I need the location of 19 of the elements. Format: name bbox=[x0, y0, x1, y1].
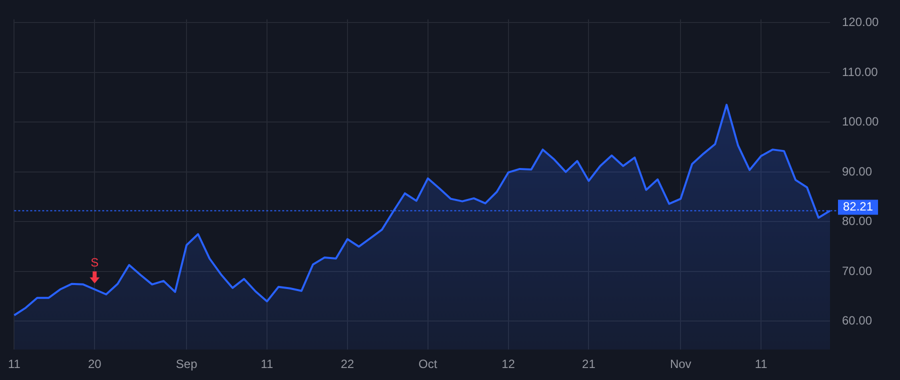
y-tick-label: 100.00 bbox=[842, 114, 880, 129]
ref-line-label: 82.21 bbox=[843, 200, 874, 214]
y-tick-label: 80.00 bbox=[842, 214, 872, 228]
x-tick-label: Sep bbox=[176, 357, 198, 372]
x-tick-label: Oct bbox=[418, 357, 438, 372]
y-tick-label: 70.00 bbox=[842, 264, 872, 278]
x-tick-label: Nov bbox=[670, 357, 692, 372]
x-tick-label: 11 bbox=[260, 357, 274, 372]
y-tick-label: 120.00 bbox=[842, 14, 880, 29]
annotation: S bbox=[90, 256, 99, 270]
x-tick-label: 22 bbox=[340, 357, 354, 372]
y-tick-label: 90.00 bbox=[842, 164, 872, 178]
y-tick-label: 110.00 bbox=[842, 64, 878, 79]
x-tick-label: 11 bbox=[754, 357, 768, 372]
x-tick-label: 21 bbox=[582, 357, 596, 372]
x-tick-label: 20 bbox=[88, 357, 102, 372]
y-tick-label: 60.00 bbox=[842, 314, 872, 328]
x-tick-label: 12 bbox=[502, 357, 516, 372]
x-tick-label: 11 bbox=[8, 357, 21, 372]
